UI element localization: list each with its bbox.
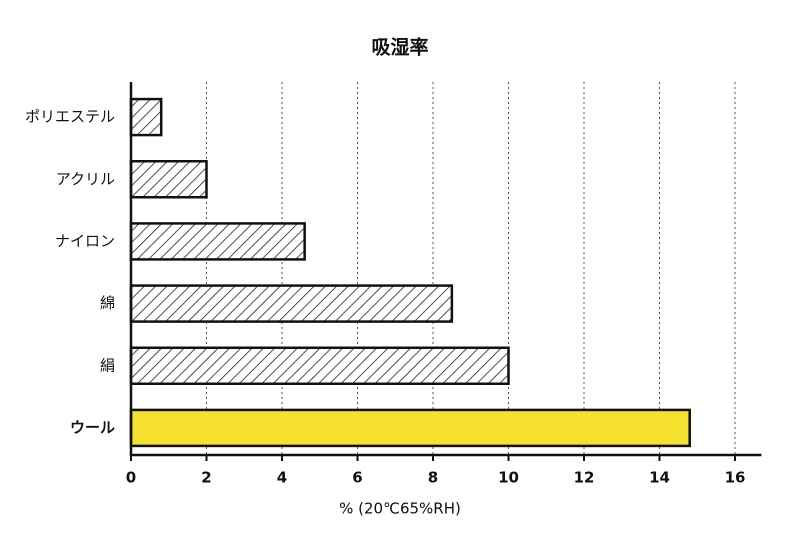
x-tick-label: 0 (126, 469, 136, 487)
y-tick-label: 絹 (100, 356, 115, 374)
bar (129, 160, 208, 199)
x-tick-label: 4 (277, 469, 287, 487)
bar (129, 346, 510, 385)
y-tick-label: ポリエステル (25, 108, 115, 126)
bar (129, 408, 691, 448)
bar (129, 222, 306, 261)
x-axis-label: % (20℃65%RH) (339, 500, 461, 518)
chart-title: 吸湿率 (371, 36, 428, 59)
x-tick-label: 6 (352, 469, 362, 487)
bar (129, 284, 454, 323)
y-tick-label: 綿 (100, 294, 115, 312)
x-tick-label: 2 (201, 469, 211, 487)
y-tick-label: ウール (70, 418, 115, 436)
x-tick-label: 14 (649, 469, 670, 487)
x-tick-label: 10 (498, 469, 519, 487)
y-tick-label: ナイロン (55, 232, 115, 250)
y-tick-label: アクリル (56, 170, 115, 188)
bar (129, 97, 163, 137)
x-tick-label: 8 (428, 469, 438, 487)
x-tick-label: 16 (725, 469, 746, 487)
x-tick-label: 12 (574, 469, 595, 487)
